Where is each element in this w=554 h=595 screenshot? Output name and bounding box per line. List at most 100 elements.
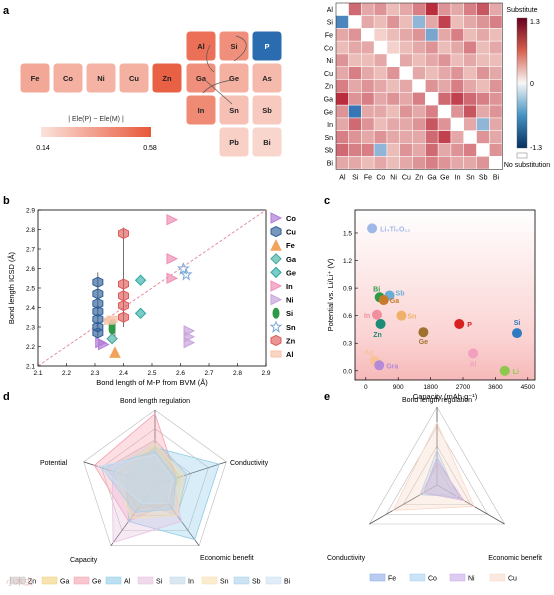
heatmap-cell bbox=[361, 79, 374, 92]
element-symbol: Bi bbox=[263, 138, 271, 147]
radar-series-sb bbox=[100, 450, 177, 513]
heatmap-legend-top: Substitute bbox=[506, 7, 537, 14]
element-symbol: Zn bbox=[162, 74, 172, 83]
heatmap-cell bbox=[438, 143, 451, 156]
heatmap-cell bbox=[425, 105, 438, 118]
element-symbol: Ge bbox=[229, 74, 239, 83]
panel-label-c: c bbox=[324, 195, 330, 207]
point-lto bbox=[367, 223, 378, 234]
heatmap-cell bbox=[387, 28, 400, 41]
heatmap-cell bbox=[348, 118, 361, 131]
radar-axis-label: Economic benefit bbox=[488, 555, 542, 562]
heatmap-cell bbox=[336, 156, 349, 169]
heatmap-cell bbox=[438, 67, 451, 80]
heatmap-cell bbox=[476, 105, 489, 118]
heatmap-col-label: Si bbox=[352, 174, 359, 181]
heatmap-cell bbox=[489, 54, 502, 67]
heatmap-cell bbox=[476, 41, 489, 54]
legend-swatch-cu bbox=[489, 573, 506, 582]
heatmap-cell bbox=[451, 105, 464, 118]
heatmap-cell bbox=[400, 131, 413, 144]
point-label-c: Ag bbox=[364, 350, 373, 357]
heatmap-cell bbox=[336, 131, 349, 144]
heatmap-cell bbox=[336, 15, 349, 28]
heatmap-cell bbox=[374, 131, 387, 144]
point-label-c: P bbox=[467, 322, 472, 329]
radar-grid bbox=[402, 445, 472, 505]
point-ge bbox=[134, 274, 147, 286]
heatmap-cell bbox=[374, 54, 387, 67]
heatmap-cell bbox=[374, 156, 387, 169]
heatmap-cell bbox=[489, 3, 502, 16]
heatmap-cell bbox=[438, 54, 451, 67]
heatmap-cell bbox=[412, 143, 425, 156]
legend-label: Ge bbox=[92, 579, 101, 586]
heatmap-cell bbox=[400, 92, 413, 105]
heatmap-cell bbox=[400, 105, 413, 118]
heatmap-cell bbox=[400, 15, 413, 28]
element-tile-ga bbox=[185, 62, 217, 94]
y-tick-label-b: 2.5 bbox=[26, 286, 35, 293]
y-tick-label-b: 2.6 bbox=[26, 266, 35, 273]
heatmap-cell bbox=[348, 143, 361, 156]
element-symbol: In bbox=[198, 106, 205, 115]
y-axis-label-c: Potential vs. Li/Li⁺ (V) bbox=[326, 258, 335, 331]
heatmap-cell bbox=[489, 118, 502, 131]
point-sn bbox=[176, 262, 190, 275]
heatmap-cell bbox=[361, 15, 374, 28]
heatmap-cell bbox=[438, 92, 451, 105]
radar-series-ge bbox=[93, 413, 177, 522]
heatmap-cell bbox=[361, 41, 374, 54]
element-tile-pb bbox=[218, 126, 250, 158]
point-cu bbox=[92, 298, 104, 310]
heatmap-cell bbox=[387, 131, 400, 144]
heatmap-cell bbox=[374, 79, 387, 92]
point-ge bbox=[418, 327, 429, 338]
point-label-c: Gra bbox=[386, 363, 398, 370]
legend-marker-ni bbox=[270, 293, 283, 306]
x-tick-label-c: 4500 bbox=[521, 384, 536, 391]
heatmap-cell bbox=[400, 3, 413, 16]
heatmap-cell bbox=[464, 118, 477, 131]
heatmap-cell bbox=[400, 79, 413, 92]
legend-swatch-co bbox=[409, 573, 426, 582]
heatmap-cell bbox=[425, 54, 438, 67]
heatmap-cell bbox=[464, 143, 477, 156]
heatmap-col-label: Ga bbox=[427, 174, 436, 181]
point-al bbox=[106, 315, 118, 323]
heatmap-row-label: Ni bbox=[326, 58, 333, 65]
radar-axis bbox=[436, 484, 505, 525]
heatmap-cell bbox=[451, 118, 464, 131]
element-tile-p bbox=[251, 30, 283, 62]
heatmap-cell bbox=[425, 156, 438, 169]
heatmap-cell bbox=[489, 156, 502, 169]
element-tile-zn bbox=[151, 62, 183, 94]
heatmap-cell bbox=[425, 67, 438, 80]
legend-label-b: Fe bbox=[286, 241, 295, 250]
colorbar-min: 0.14 bbox=[36, 145, 50, 152]
legend-swatch-fe bbox=[369, 573, 386, 582]
heatmap-cell bbox=[400, 156, 413, 169]
heatmap-cell bbox=[438, 79, 451, 92]
heatmap-col-label: Sb bbox=[479, 174, 488, 181]
heatmap-cell bbox=[387, 92, 400, 105]
radar-axis bbox=[83, 461, 156, 486]
heatmap-cell bbox=[464, 67, 477, 80]
element-tile-ni bbox=[85, 62, 117, 94]
heatmap-col-label: Bi bbox=[493, 174, 500, 181]
heatmap-cell bbox=[451, 143, 464, 156]
legend-label: Cu bbox=[508, 576, 517, 583]
heatmap-cell bbox=[451, 92, 464, 105]
heatmap-cell bbox=[412, 41, 425, 54]
element-tile-al bbox=[185, 30, 217, 62]
element-symbol: Co bbox=[63, 74, 73, 83]
heatmap-cell bbox=[387, 105, 400, 118]
point-label-c: Li bbox=[513, 369, 519, 376]
heatmap-cell bbox=[374, 41, 387, 54]
x-tick-label-c: 0 bbox=[364, 384, 368, 391]
legend-swatch-ga bbox=[41, 576, 58, 585]
heatmap-cell bbox=[374, 3, 387, 16]
heatmap-cell bbox=[489, 131, 502, 144]
heatmap-cell bbox=[476, 28, 489, 41]
heatmap-cell bbox=[425, 118, 438, 131]
